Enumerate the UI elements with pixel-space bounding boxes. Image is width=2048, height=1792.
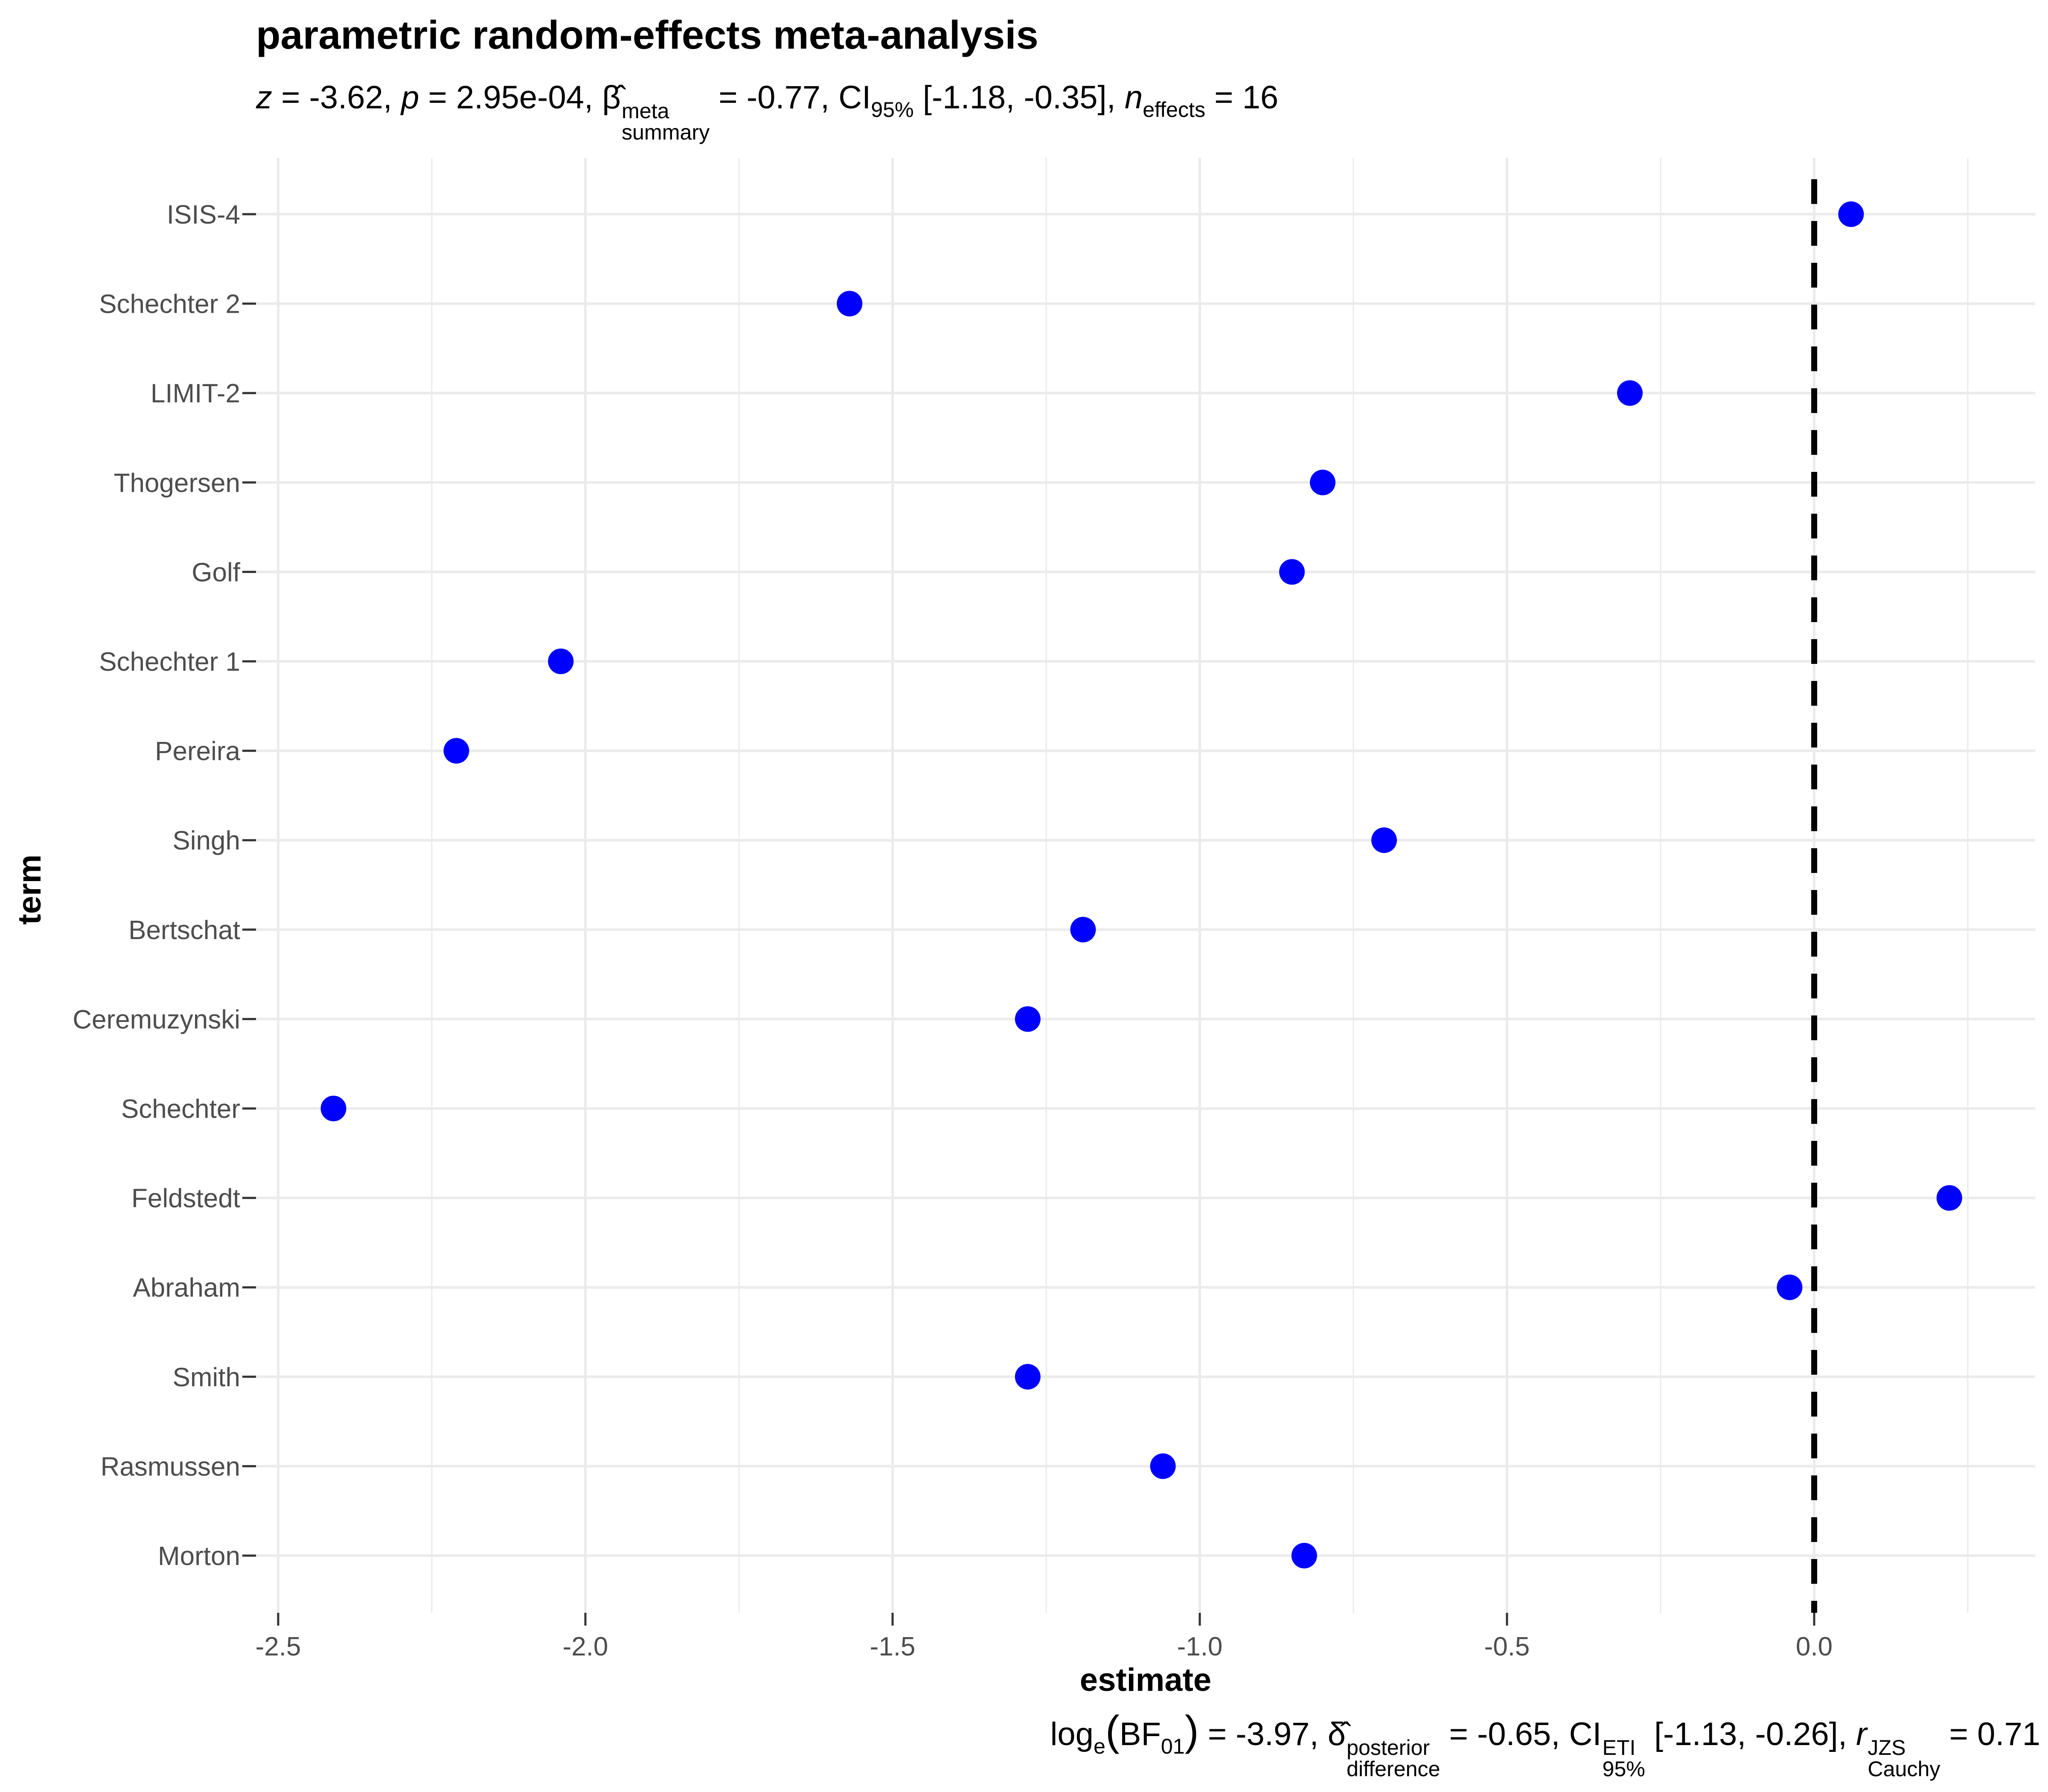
data-point xyxy=(1291,1543,1317,1568)
minor-gridlines xyxy=(431,158,1969,1613)
y-tick-label: Rasmussen xyxy=(101,1452,240,1481)
y-tick-label: Thogersen xyxy=(114,468,240,498)
x-tick-label: -0.5 xyxy=(1484,1632,1530,1661)
y-tick-label: Singh xyxy=(172,826,240,855)
data-point xyxy=(1936,1185,1962,1211)
chart-caption: loge(BF01) = -3.97, δ̂ posterior differenc… xyxy=(1050,1707,2040,1780)
delta-sup: posterior xyxy=(1346,1735,1430,1760)
y-tick-label: Morton xyxy=(158,1542,240,1571)
data-point xyxy=(1015,1006,1041,1032)
data-point xyxy=(1617,380,1643,406)
p-label: p xyxy=(401,79,419,116)
y-tick-label: Smith xyxy=(173,1363,240,1392)
y-tick-label: Pereira xyxy=(155,737,240,766)
ci-value: [-1.18, -0.35], xyxy=(913,79,1125,116)
p-value: = 2.95e-04, xyxy=(419,79,602,116)
y-axis-title: term xyxy=(12,855,48,925)
z-label: z xyxy=(256,79,272,116)
ci-sup: ETI xyxy=(1602,1735,1636,1760)
ci-label: CI xyxy=(838,79,871,116)
data-point xyxy=(1279,559,1305,585)
bf-label: BF xyxy=(1119,1716,1161,1752)
y-tick-label: Bertschat xyxy=(128,916,240,945)
x-axis-title: estimate xyxy=(1080,1662,1211,1698)
r-label: r xyxy=(1856,1716,1867,1752)
beta-sup: meta xyxy=(621,99,669,123)
bf-sub: 01 xyxy=(1161,1734,1185,1759)
log-label: log xyxy=(1050,1716,1094,1752)
r-value: = 0.71 xyxy=(1940,1716,2040,1752)
log-sub: e xyxy=(1093,1734,1105,1759)
z-value: = -3.62, xyxy=(272,79,401,116)
x-axis: -2.5 -2.0 -1.5 -1.0 -0.5 0.0 xyxy=(256,1613,1833,1661)
ci-sub: 95% xyxy=(1602,1757,1645,1781)
ci-label: CI xyxy=(1569,1716,1602,1752)
data-point xyxy=(1838,201,1864,227)
n-label: n xyxy=(1124,79,1143,116)
x-tick-label: -2.0 xyxy=(563,1632,608,1661)
y-tick-label: LIMIT-2 xyxy=(151,379,240,408)
r-sup: JZS xyxy=(1868,1735,1906,1760)
data-point xyxy=(1371,827,1397,853)
data-points xyxy=(320,201,1962,1568)
chart-subtitle: z = -3.62, p = 2.95e-04, β̂ meta summary =… xyxy=(256,79,1278,143)
bf-close-paren: ) xyxy=(1184,1707,1199,1754)
y-tick-label: Abraham xyxy=(133,1273,240,1303)
r-sub: Cauchy xyxy=(1868,1757,1940,1781)
data-point xyxy=(1015,1364,1041,1390)
bf-open-paren: ( xyxy=(1105,1707,1120,1754)
chart-title: parametric random-effects meta-analysis xyxy=(256,12,1039,57)
y-tick-label: Schechter xyxy=(121,1094,240,1124)
y-tick-label: Schechter 1 xyxy=(99,647,240,677)
beta-sub: summary xyxy=(621,120,710,144)
ci-value: [-1.13, -0.26], xyxy=(1645,1716,1856,1752)
data-point xyxy=(320,1096,346,1121)
data-point xyxy=(837,291,863,317)
y-axis: ISIS-4 Schechter 2 LIMIT-2 Thogersen Golf Sch… xyxy=(73,200,256,1571)
data-point xyxy=(443,738,469,764)
delta-sub: difference xyxy=(1346,1757,1440,1781)
y-tick-label: Schechter 2 xyxy=(99,290,240,319)
beta-symbol: β̂ xyxy=(602,79,621,116)
y-tick-label: Feldstedt xyxy=(131,1184,240,1213)
x-tick-label: -1.5 xyxy=(870,1632,916,1661)
n-sub: effects xyxy=(1143,98,1206,122)
y-tick-label: Ceremuzynski xyxy=(73,1005,240,1034)
data-point xyxy=(1150,1453,1176,1479)
y-tick-label: Golf xyxy=(192,558,240,587)
x-tick-label: -2.5 xyxy=(256,1632,301,1661)
delta-symbol: δ̂ xyxy=(1327,1716,1346,1752)
data-point xyxy=(1777,1274,1803,1300)
y-tick-label: ISIS-4 xyxy=(167,200,240,230)
data-point xyxy=(1070,916,1096,943)
data-point xyxy=(548,649,574,674)
bf-value: = -3.97, xyxy=(1199,1716,1328,1752)
x-tick-label: -1.0 xyxy=(1177,1632,1223,1661)
ci-sub: 95% xyxy=(871,98,914,122)
n-value: = 16 xyxy=(1205,79,1279,116)
data-point xyxy=(1310,469,1335,495)
beta-value: = -0.77, xyxy=(710,79,839,116)
delta-value: = -0.65, xyxy=(1440,1716,1569,1752)
major-gridlines xyxy=(247,158,2035,1613)
x-tick-label: 0.0 xyxy=(1796,1632,1833,1661)
